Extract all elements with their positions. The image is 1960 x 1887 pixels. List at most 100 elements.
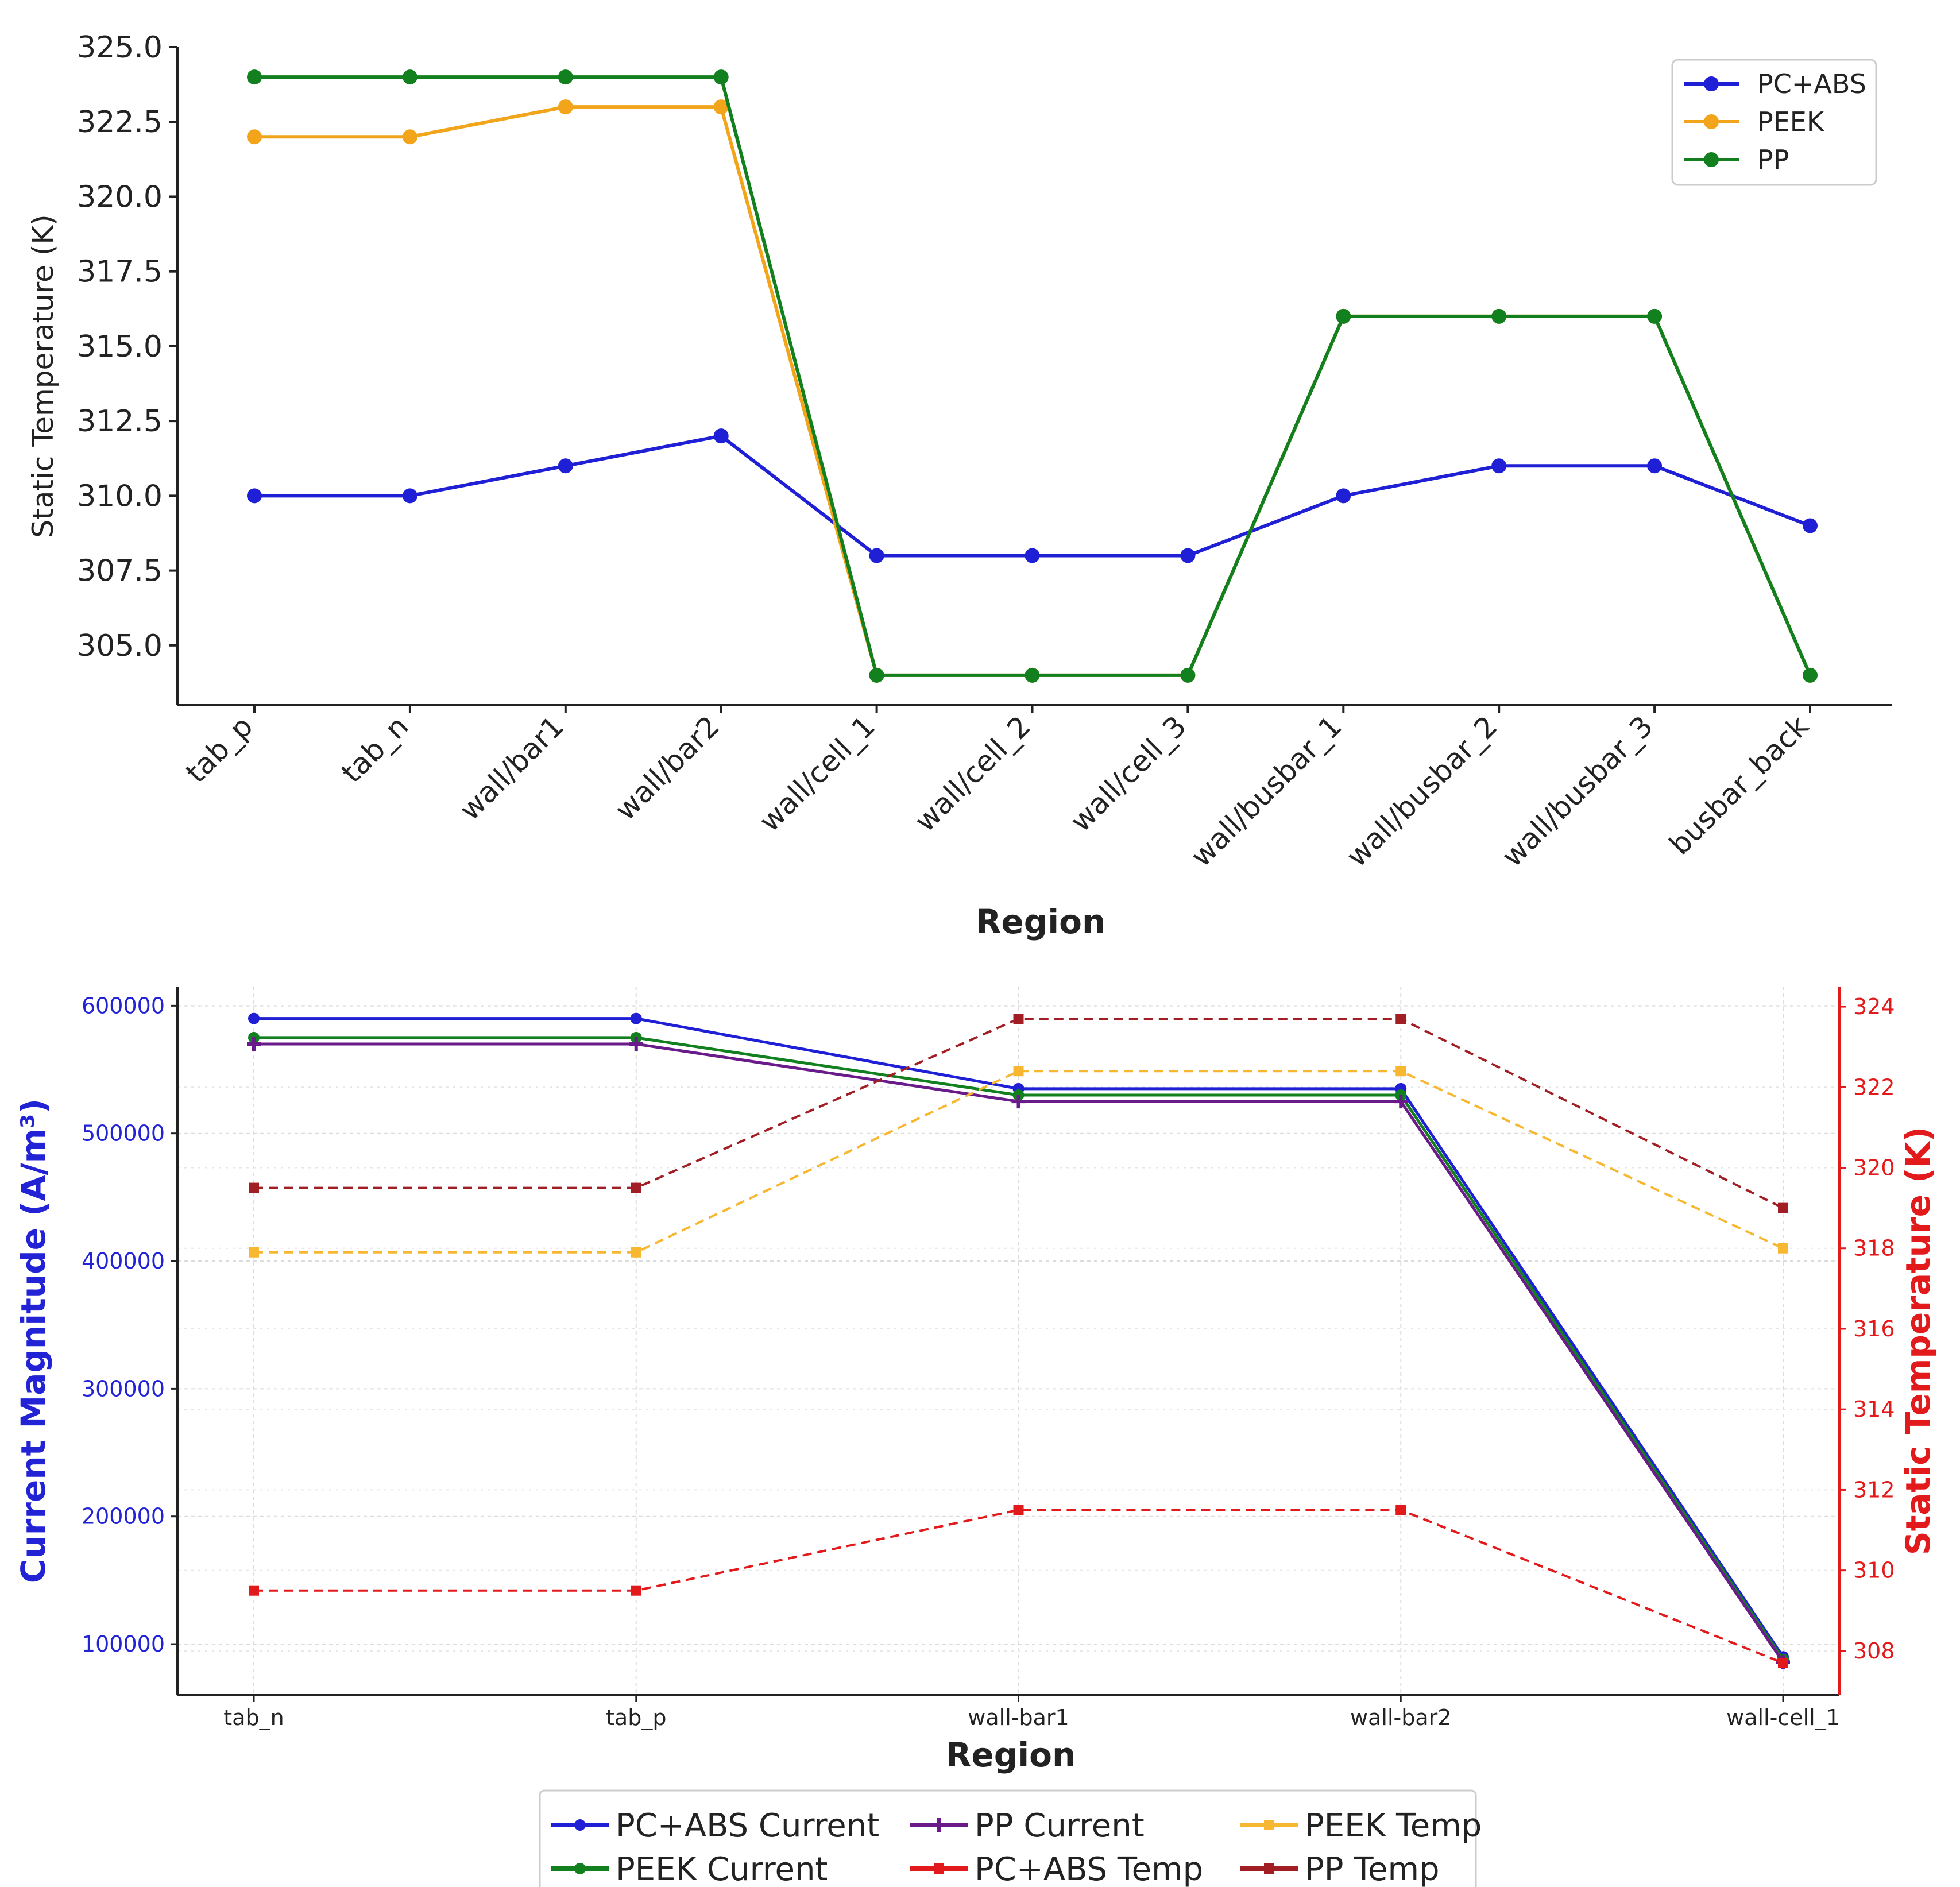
current-series-line-pc-abs-temp [254,1509,1784,1664]
temperature-right-tick-label: 318 [1853,1236,1895,1261]
current-point-pc-abs-temp [1395,1505,1406,1515]
temperature-point-pp [1803,667,1818,683]
current-point-pp-current [1394,1095,1408,1109]
temperature-right-tick-label: 320 [1853,1155,1895,1181]
current-y-axis-label: Current Magnitude (A/m³) [14,1099,53,1583]
temperature-y-tick-label: 325.0 [77,30,163,65]
temperature-right-tick-label: 310 [1853,1558,1895,1583]
temperature-right-ticks: 308 310 312 314 316 318 320 322 324 [1839,994,1895,1664]
temperature-legend: PC+ABS PEEK PP [1671,59,1877,186]
temperature-point-pp [558,69,573,85]
temperature-point-pc-abs [247,488,262,504]
temperature-point-peek [247,129,262,145]
temperature-right-tick-label: 322 [1853,1074,1895,1100]
temperature-legend-marker [1704,114,1719,129]
temperature-legend-marker [1704,152,1719,167]
current-point-pc-abs-temp [1013,1505,1024,1515]
current-legend-label: PC+ABS Current [616,1807,879,1845]
current-point-pc-abs-temp [631,1585,641,1596]
temperature-point-pc-abs [1491,458,1507,474]
current-y-tick-label: 300000 [82,1376,165,1401]
temperature-y-tick-label: 310.0 [77,479,163,513]
temperature-y-tick-label: 315.0 [77,330,163,364]
current-legend-marker [932,1818,946,1832]
temperature-x-axis-label: Region [976,902,1106,941]
temperature-y-tick-label: 317.5 [77,255,163,289]
temperature-point-pc-abs [1180,548,1196,563]
current-legend-label: PEEK Current [616,1851,828,1887]
current-point-pp-temp [1778,1202,1788,1213]
temperature-plot-area [176,47,1892,706]
temperature-point-pc-abs [869,548,884,563]
temperature-y-axis-label: Static Temperature (K) [26,214,60,538]
current-legend-label: PC+ABS Temp [975,1851,1203,1887]
current-point-peek-temp [1778,1243,1788,1254]
current-temperature-chart: 100000 200000 300000 400000 500000 600000 308… [14,987,1938,1887]
current-point-pp-temp [1395,1014,1406,1024]
temperature-legend-label: PC+ABS [1757,68,1866,99]
current-point-pp-current [1011,1095,1026,1109]
current-series-group [247,1012,1790,1669]
current-chart-grid [177,987,1839,1695]
current-point-peek-temp [1013,1066,1024,1077]
temperature-y-tick-label: 312.5 [77,404,163,439]
temperature-point-pc-abs [1336,488,1351,504]
current-x-ticks: tab_n tab_p wall-bar1 wall-bar2 wall-cell_1 [223,1695,1840,1730]
temperature-point-peek [558,99,573,115]
current-y-tick-label: 100000 [82,1631,165,1657]
temperature-legend-label: PP [1757,144,1789,175]
temperature-point-pp [1336,308,1351,324]
current-x-tick-label: wall-bar2 [1350,1705,1451,1730]
current-legend: PC+ABS Current PEEK Current PP Current PC+A… [539,1789,1482,1887]
current-x-tick-label: wall-cell_1 [1726,1705,1840,1730]
current-point-pp-temp [631,1182,641,1193]
temperature-y-tick-label: 307.5 [77,554,163,589]
temperature-right-tick-label: 314 [1853,1397,1895,1422]
current-point-pc-abs-current [630,1012,642,1024]
temperature-point-pp [402,69,417,85]
current-x-tick-label: tab_n [223,1705,284,1730]
temperature-point-pc-abs [1647,458,1663,474]
temperature-point-peek [402,129,417,145]
temperature-y-ticks: 305.0 307.5 310.0 312.5 315.0 317.5 320.0 322.5… [77,30,177,663]
temperature-right-tick-label: 324 [1853,994,1895,1019]
temperature-point-pp [1025,667,1040,683]
temperature-point-pc-abs [1025,548,1040,563]
current-y-tick-label: 500000 [82,1121,165,1146]
temperature-legend-box [1671,59,1877,186]
current-point-peek-temp [1395,1066,1406,1077]
temperature-point-pp [869,667,884,683]
current-point-pp-current [247,1037,261,1051]
temperature-right-axis-label: Static Temperature (K) [1899,1127,1938,1555]
temperature-right-tick-label: 312 [1853,1477,1895,1502]
current-point-pp-temp [249,1182,259,1193]
current-legend-box [539,1789,1477,1887]
current-x-axis-label: Region [946,1735,1076,1774]
current-point-pc-abs-temp [1778,1657,1788,1668]
current-series-line-peek-temp [254,1070,1784,1254]
temperature-point-peek [713,99,729,115]
current-legend-marker [574,1819,586,1831]
current-legend-label: PEEK Temp [1305,1807,1482,1845]
current-point-pp-current [629,1037,643,1051]
current-y-ticks: 100000 200000 300000 400000 500000 600000 [82,993,177,1657]
current-point-pp-temp [1013,1014,1024,1024]
temperature-y-tick-label: 322.5 [77,105,163,140]
temperature-point-pc-abs [713,428,729,444]
current-legend-label: PP Temp [1305,1851,1440,1887]
temperature-legend-marker [1704,76,1719,91]
current-x-tick-label: wall-bar1 [968,1705,1069,1730]
temperature-right-tick-label: 308 [1853,1638,1895,1664]
temperature-series-group [247,69,1818,683]
current-legend-label: PP Current [975,1807,1145,1845]
temperature-point-pc-abs [402,488,417,504]
current-legend-marker [574,1863,586,1874]
temperature-right-tick-label: 316 [1853,1316,1895,1341]
temperature-legend-label: PEEK [1757,106,1825,137]
temperature-point-pp [247,69,262,85]
current-point-peek-temp [249,1247,259,1258]
current-y-tick-label: 600000 [82,993,165,1018]
temperature-point-pc-abs [558,458,573,474]
current-x-tick-label: tab_p [606,1705,666,1730]
